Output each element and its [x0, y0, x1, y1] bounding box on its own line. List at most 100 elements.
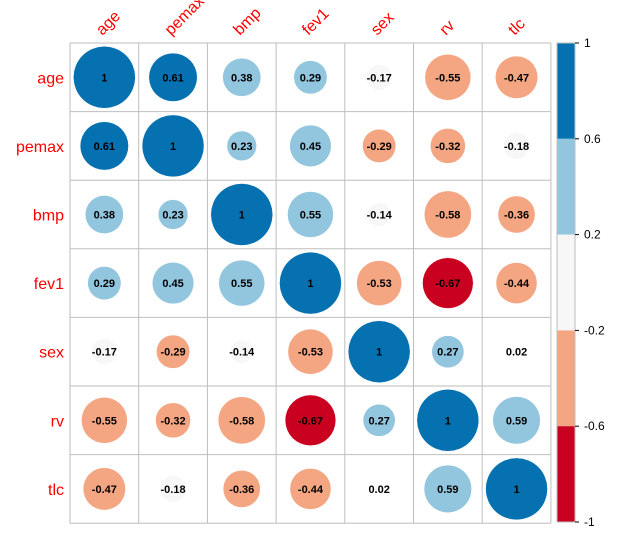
colorbar-tick-label: -0.6 — [584, 419, 605, 433]
correlation-value-age-bmp: 0.38 — [231, 72, 252, 84]
column-label-sex: sex — [368, 9, 398, 39]
correlation-value-sex-age: -0.17 — [92, 347, 117, 359]
row-label-fev1: fev1 — [34, 276, 64, 293]
correlation-value-bmp-age: 0.38 — [94, 210, 115, 222]
correlation-value-tlc-bmp: -0.36 — [229, 484, 254, 496]
correlation-value-sex-pemax: -0.29 — [161, 347, 186, 359]
correlation-circle-pemax-pemax — [141, 114, 205, 178]
grid-layer — [69, 42, 552, 524]
correlation-circle-age-pemax — [148, 52, 198, 102]
correlation-value-fev1-rv: -0.67 — [435, 278, 460, 290]
correlation-circle-bmp-sex — [367, 202, 391, 227]
correlation-circle-sex-tlc — [511, 347, 522, 357]
correlation-circle-tlc-sex — [374, 484, 384, 494]
colorbar-band — [557, 138, 575, 235]
correlation-circle-pemax-rv — [430, 128, 466, 164]
column-labels: age pemax bmp fev1 sex rv tlc — [93, 0, 529, 39]
correlation-circle-tlc-rv — [423, 464, 472, 513]
correlation-value-pemax-pemax: 1 — [170, 141, 176, 153]
colorbar-band — [557, 234, 575, 331]
correlation-value-age-fev1: 0.29 — [300, 72, 321, 84]
correlation-value-tlc-tlc: 1 — [513, 484, 519, 496]
correlation-circle-pemax-bmp — [226, 130, 257, 162]
correlation-circle-fev1-sex — [356, 260, 402, 306]
colorbar-band — [557, 426, 575, 522]
correlation-value-fev1-bmp: 0.55 — [231, 278, 252, 290]
correlation-value-tlc-age: -0.47 — [92, 484, 117, 496]
correlation-value-pemax-age: 0.61 — [94, 141, 115, 153]
row-label-sex: sex — [39, 345, 64, 362]
correlation-circle-pemax-sex — [362, 128, 397, 163]
correlation-circle-tlc-age — [82, 467, 126, 511]
correlation-circle-rv-sex — [362, 403, 396, 437]
colorbar-tick-label: 1 — [584, 36, 591, 50]
correlation-value-fev1-age: 0.29 — [94, 278, 115, 290]
correlation-circle-age-sex — [366, 64, 393, 91]
correlation-circle-bmp-pemax — [157, 199, 189, 230]
correlation-circle-fev1-bmp — [218, 259, 265, 307]
correlation-circle-rv-fev1 — [284, 394, 337, 446]
correlation-circle-fev1-tlc — [495, 262, 538, 304]
correlation-circle-tlc-bmp — [222, 470, 261, 508]
correlation-value-age-pemax: 0.61 — [162, 72, 183, 84]
colorbar: 1 0.6 0.2 -0.2 -0.6 -1 — [556, 36, 605, 529]
correlation-value-fev1-pemax: 0.45 — [162, 278, 183, 290]
correlation-circle-age-bmp — [222, 57, 262, 97]
circle-layer — [73, 46, 548, 521]
correlation-circle-rv-tlc — [492, 396, 541, 445]
value-layer: 1 0.61 0.38 0.29 -0.17 -0.55 -0.47 0.61 1 0.23 0.4… — [92, 72, 530, 496]
colorbar-tick-label: 0.6 — [584, 132, 601, 146]
correlation-circle-bmp-age — [84, 195, 124, 234]
correlation-circle-tlc-fev1 — [289, 468, 332, 510]
correlation-value-tlc-pemax: -0.18 — [161, 484, 186, 496]
correlation-value-pemax-bmp: 0.23 — [231, 141, 252, 153]
correlation-circle-rv-rv — [416, 389, 480, 452]
correlation-circle-bmp-rv — [423, 190, 472, 239]
correlation-value-tlc-rv: 0.59 — [437, 484, 458, 496]
correlation-value-pemax-rv: -0.32 — [435, 141, 460, 153]
correlation-value-sex-tlc: 0.02 — [506, 347, 527, 359]
correlation-value-sex-rv: 0.27 — [437, 347, 458, 359]
row-labels: age pemax bmp fev1 sex rv tlc — [16, 70, 64, 499]
column-label-fev1: fev1 — [299, 5, 332, 38]
column-label-age: age — [93, 8, 124, 39]
correlation-value-pemax-sex: -0.29 — [367, 141, 392, 153]
row-label-rv: rv — [51, 413, 64, 430]
correlation-value-tlc-sex: 0.02 — [368, 484, 389, 496]
correlation-value-bmp-sex: -0.14 — [367, 210, 393, 222]
correlation-circle-tlc-tlc — [485, 457, 548, 521]
colorbar-band — [557, 330, 575, 427]
correlation-value-rv-bmp: -0.58 — [229, 415, 254, 427]
correlation-circle-sex-pemax — [156, 334, 190, 369]
correlation-circle-age-fev1 — [293, 60, 328, 95]
row-label-bmp: bmp — [33, 208, 64, 225]
correlation-circle-fev1-rv — [422, 257, 474, 309]
correlation-circle-rv-bmp — [217, 396, 266, 445]
correlation-circle-fev1-pemax — [152, 262, 195, 305]
correlation-value-rv-tlc: 0.59 — [506, 415, 527, 427]
correlation-circle-sex-bmp — [229, 339, 254, 364]
correlation-value-fev1-sex: -0.53 — [367, 278, 392, 290]
correlation-circle-rv-pemax — [155, 402, 191, 439]
correlation-circle-fev1-age — [87, 266, 122, 301]
colorbar-tick-label: -0.2 — [584, 323, 605, 337]
correlation-value-bmp-tlc: -0.36 — [504, 210, 529, 222]
row-label-pemax: pemax — [16, 139, 64, 156]
correlation-circle-pemax-fev1 — [289, 124, 332, 167]
colorbar-tick-label: -1 — [584, 515, 595, 529]
correlation-circle-pemax-tlc — [503, 132, 530, 160]
correlation-circle-fev1-fev1 — [279, 251, 342, 315]
correlation-value-rv-age: -0.55 — [92, 415, 117, 427]
correlation-value-fev1-fev1: 1 — [307, 278, 313, 290]
colorbar-border — [556, 42, 576, 523]
row-label-tlc: tlc — [48, 482, 64, 499]
correlation-circle-bmp-tlc — [497, 195, 536, 234]
correlation-circle-age-tlc — [495, 55, 539, 99]
correlation-value-sex-sex: 1 — [376, 347, 382, 359]
correlation-circle-rv-age — [81, 397, 128, 444]
row-label-age: age — [37, 70, 64, 87]
correlation-value-tlc-fev1: -0.44 — [298, 484, 324, 496]
correlation-circle-age-age — [73, 46, 136, 109]
correlation-circle-tlc-pemax — [159, 475, 187, 503]
